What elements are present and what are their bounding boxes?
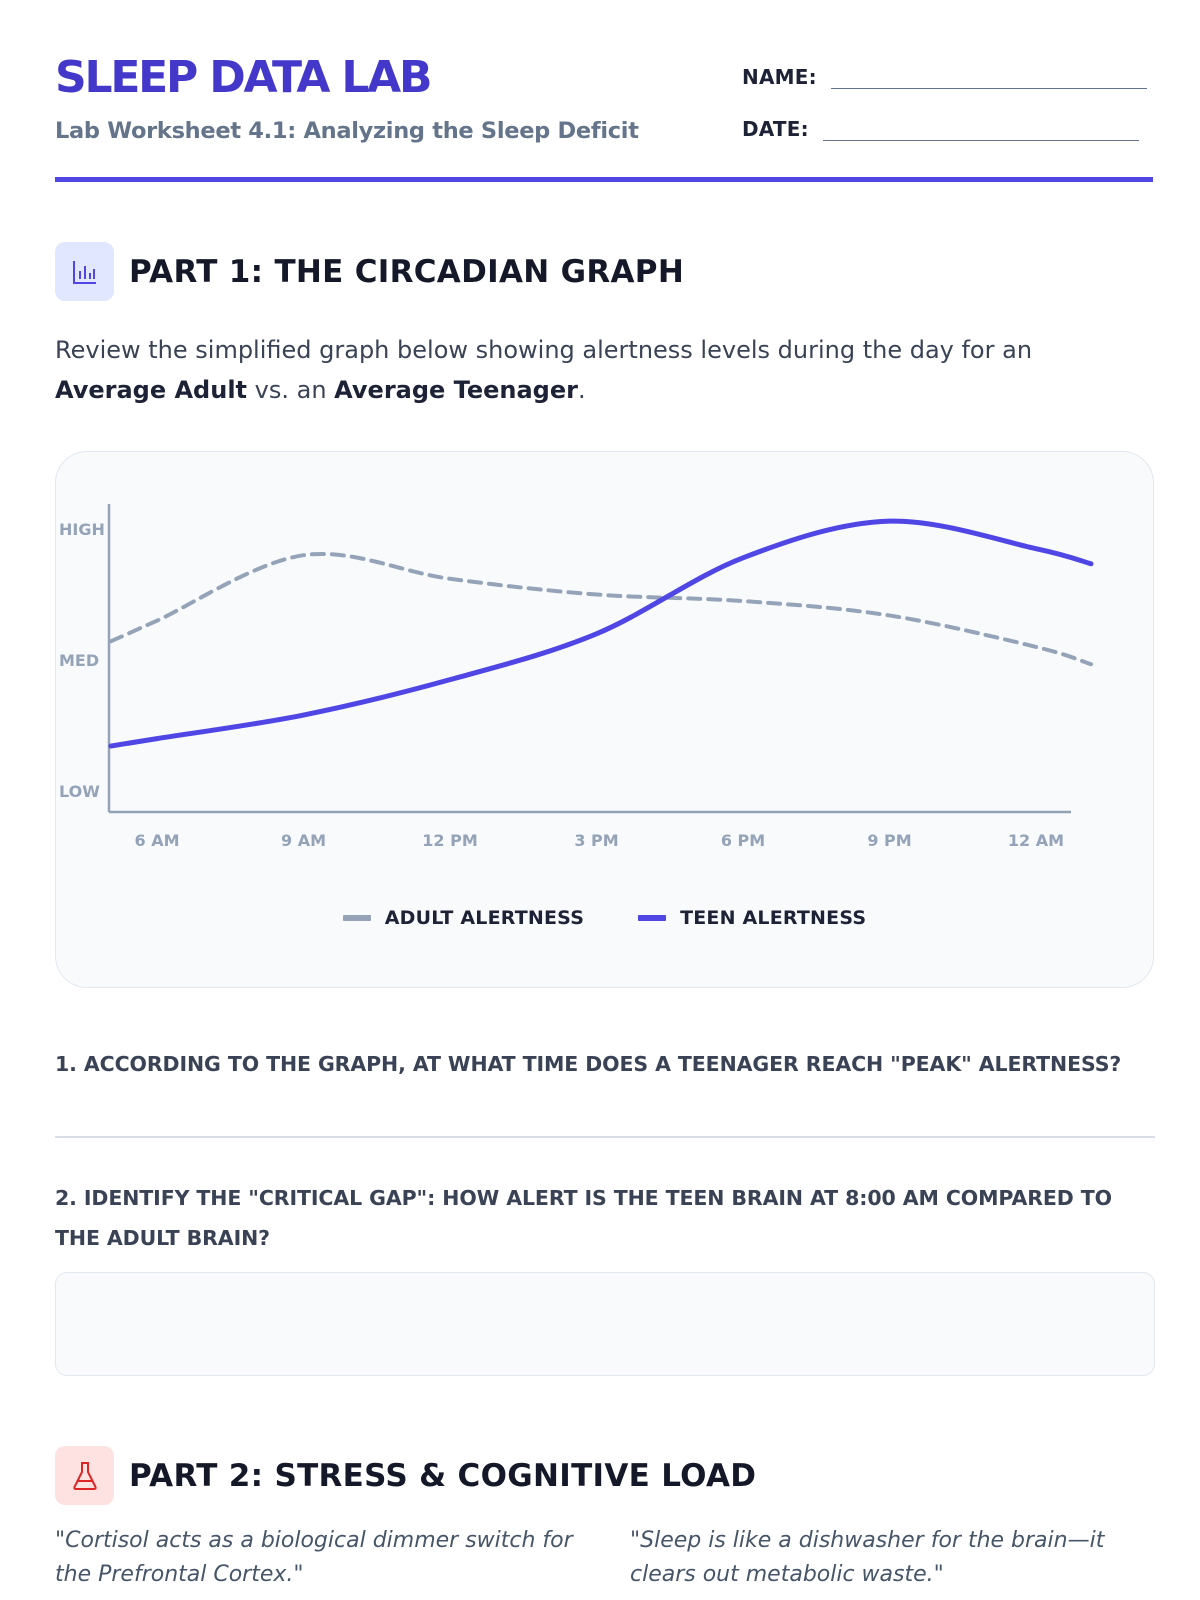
x-tick-label: 12 PM (422, 831, 477, 850)
legend-label-adult: ADULT ALERTNESS (384, 907, 585, 929)
question-1: 1. ACCORDING TO THE GRAPH, AT WHAT TIME … (55, 1052, 1122, 1076)
x-tick-label: 9 AM (281, 831, 326, 850)
y-tick-label: MED (59, 651, 99, 670)
part2-heading: PART 2: STRESS & COGNITIVE LOAD (55, 1446, 756, 1505)
date-label: DATE: (742, 117, 809, 141)
chart-legend: ADULT ALERTNESS TEEN ALERTNESS (56, 907, 1153, 929)
x-tick-label: 3 PM (574, 831, 618, 850)
date-field: DATE: (742, 112, 1139, 141)
flask-icon (55, 1446, 114, 1505)
circadian-chart: LOW MED HIGH 6 AM 9 AM 12 PM 3 PM 6 PM 9 PM 12 AM (59, 504, 1094, 850)
quote-dishwasher: "Sleep is like a dishwasher for the brai… (630, 1528, 1105, 1587)
intro-text-2: vs. an (247, 376, 335, 404)
name-input-line[interactable] (830, 60, 1147, 89)
x-tick-label: 6 AM (134, 831, 179, 850)
y-tick-label: LOW (59, 782, 100, 801)
series-line-teen (108, 518, 1094, 749)
part2-quotes: "Cortisol acts as a biological dimmer sw… (55, 1524, 1155, 1592)
part1-intro: Review the simplified graph below showin… (55, 330, 1135, 410)
worksheet-title: SLEEP DATA LAB (55, 52, 433, 103)
bar-chart-icon (55, 242, 114, 301)
legend-item-adult: ADULT ALERTNESS (342, 907, 585, 929)
series-line-adult (109, 552, 1093, 667)
question-2: 2. IDENTIFY THE "CRITICAL GAP": HOW ALER… (55, 1186, 1112, 1250)
answer-2-box[interactable] (55, 1272, 1155, 1376)
date-input-line[interactable] (822, 112, 1139, 141)
intro-bold-adult: Average Adult (55, 376, 248, 404)
legend-swatch-teen (638, 915, 667, 921)
part1-heading: PART 1: THE CIRCADIAN GRAPH (55, 242, 684, 301)
worksheet-header: SLEEP DATA LAB Lab Worksheet 4.1: Analyz… (55, 52, 1153, 187)
intro-text-3: . (577, 376, 586, 404)
header-divider (55, 177, 1153, 182)
legend-label-teen: TEEN ALERTNESS (680, 907, 867, 929)
x-tick-label: 9 PM (867, 831, 911, 850)
worksheet-subtitle: Lab Worksheet 4.1: Analyzing the Sleep D… (55, 118, 639, 144)
x-tick-label: 12 AM (1008, 831, 1064, 850)
part2-title: PART 2: STRESS & COGNITIVE LOAD (129, 1457, 757, 1494)
circadian-chart-card: LOW MED HIGH 6 AM 9 AM 12 PM 3 PM 6 PM 9 PM 12 AM… (55, 451, 1154, 988)
quote-cortisol: "Cortisol acts as a biological dimmer sw… (55, 1528, 573, 1587)
legend-swatch-adult (342, 915, 371, 921)
answer-1-line[interactable] (55, 1136, 1155, 1138)
part1-title: PART 1: THE CIRCADIAN GRAPH (129, 253, 685, 290)
name-field: NAME: (742, 60, 1147, 89)
y-tick-label: HIGH (59, 520, 105, 539)
name-label: NAME: (742, 65, 817, 89)
x-tick-label: 6 PM (721, 831, 765, 850)
legend-item-teen: TEEN ALERTNESS (638, 907, 866, 929)
intro-text-1: Review the simplified graph below showin… (55, 336, 1033, 364)
intro-bold-teen: Average Teenager (334, 376, 578, 404)
